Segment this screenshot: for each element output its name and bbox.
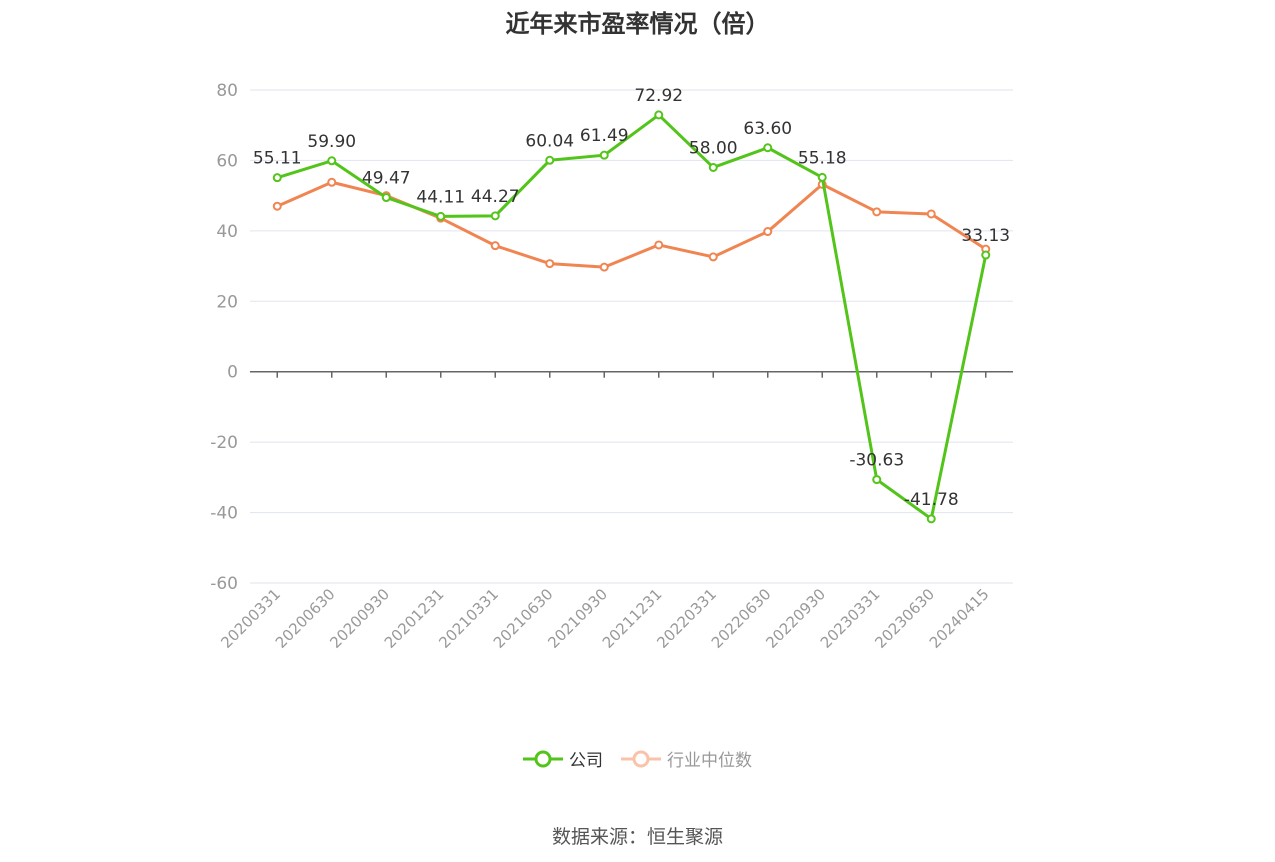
data-point-company <box>872 475 882 485</box>
y-tick-label: 80 <box>216 81 238 101</box>
data-point-industry <box>545 259 555 269</box>
data-point-company <box>926 514 936 524</box>
data-point-company <box>436 211 446 221</box>
data-point-company <box>763 143 773 153</box>
legend: 公司 行业中位数 <box>0 746 1275 771</box>
data-label: 63.60 <box>743 119 792 139</box>
legend-industry-marker-icon <box>621 750 661 767</box>
data-point-company <box>817 172 827 182</box>
y-tick-label: 60 <box>216 151 238 171</box>
data-label: 59.90 <box>307 132 356 152</box>
data-point-company <box>327 156 337 166</box>
data-point-company <box>599 150 609 160</box>
y-tick-label: 40 <box>216 222 238 242</box>
data-point-industry <box>654 240 664 250</box>
y-tick-label: 20 <box>216 292 238 312</box>
data-label: 60.04 <box>525 131 574 151</box>
data-point-company <box>272 173 282 183</box>
data-point-company <box>490 211 500 221</box>
data-label: 55.11 <box>253 149 302 169</box>
data-point-industry <box>708 252 718 262</box>
data-label: 72.92 <box>634 86 683 106</box>
x-tick-label: 20240415 <box>926 585 993 652</box>
legend-label-company: 公司 <box>569 751 603 771</box>
legend-item-industry[interactable]: 行业中位数 <box>621 746 752 771</box>
series-line-company <box>276 113 988 521</box>
data-point-industry <box>926 209 936 219</box>
legend-company-marker-icon <box>523 750 563 767</box>
legend-label-industry: 行业中位数 <box>667 751 752 771</box>
data-label: 61.49 <box>580 126 629 146</box>
data-label: 44.27 <box>471 187 520 207</box>
y-tick-label: -20 <box>210 433 238 453</box>
data-point-company <box>981 250 991 260</box>
data-label: -41.78 <box>904 490 959 510</box>
data-label: 58.00 <box>689 138 738 158</box>
data-point-company <box>545 155 555 165</box>
data-point-industry <box>327 177 337 187</box>
data-point-industry <box>763 227 773 237</box>
data-label: 44.11 <box>416 187 465 207</box>
data-point-industry <box>490 241 500 251</box>
data-point-company <box>381 193 391 203</box>
data-label: 33.13 <box>961 226 1010 246</box>
data-point-industry <box>599 262 609 272</box>
data-source: 数据来源：恒生聚源 <box>551 826 723 848</box>
data-point-industry <box>272 201 282 211</box>
data-label: 55.18 <box>798 148 847 168</box>
data-label: 49.47 <box>362 169 411 189</box>
legend-item-company[interactable]: 公司 <box>523 746 603 771</box>
y-tick-label: -60 <box>210 574 238 594</box>
line-chart: 806040200-20-40-602020033120200630202009… <box>210 81 1013 652</box>
data-point-company <box>708 162 718 172</box>
y-tick-label: 0 <box>227 363 238 383</box>
data-point-industry <box>872 207 882 217</box>
y-tick-label: -40 <box>210 504 238 524</box>
chart-title: 近年来市盈率情况（倍） <box>505 10 770 38</box>
data-label: -30.63 <box>849 451 904 471</box>
data-point-company <box>654 110 664 120</box>
